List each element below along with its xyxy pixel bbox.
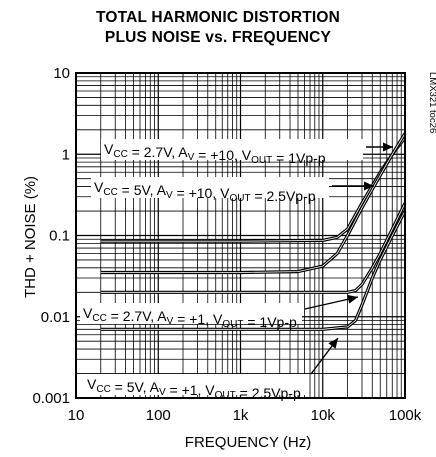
label-subscript: V: [166, 190, 173, 201]
series-label-bg: [80, 303, 302, 324]
annotation-arrow-head: [347, 294, 358, 304]
label-subscript: CC: [92, 313, 106, 324]
label-subscript: V: [188, 152, 195, 163]
chart-title: TOTAL HARMONIC DISTORTION: [95, 9, 341, 26]
label-text: = +1, V: [173, 311, 223, 327]
plot-border: [75, 72, 406, 399]
label-subscript: OUT: [229, 193, 250, 204]
label-subscript: V: [159, 387, 166, 398]
label-text: = +10, V: [173, 185, 230, 201]
label-subscript: V: [167, 316, 174, 327]
annotation-arrow-head: [364, 181, 374, 191]
chart-subtitle: PLUS NOISE vs. FREQUENCY: [104, 29, 332, 46]
tick-labels: 10 100 1k 10k 100k 10 1 0.1 0.01 0.001: [32, 65, 421, 424]
label-text: = 2.5Vp-p: [251, 188, 316, 204]
series-lines: [100, 132, 407, 331]
label-subscript: CC: [96, 384, 110, 395]
label-text: = 2.7V, A: [128, 144, 188, 160]
x-axis-label: FREQUENCY (Hz): [185, 434, 311, 451]
label-text: = 1Vp-p: [243, 314, 297, 330]
series-label-4: VCC = 5V, AV = +1, VOUT = 2.5Vp-p: [87, 376, 301, 401]
label-text: V: [94, 179, 104, 195]
x-tick-label: 10: [68, 407, 85, 424]
label-text: = 1Vp-p: [272, 150, 326, 166]
series-label-3: VCC = 2.7V, AV = +1, VOUT = 1Vp-p: [83, 305, 297, 330]
plot-frame: [75, 72, 406, 399]
y-tick-label: 0.1: [49, 228, 70, 245]
y-tick-label: 0.01: [41, 309, 70, 326]
series-line-highlight-2: [100, 133, 406, 273]
watermark-text: LMX321 toc26: [427, 72, 436, 133]
y-tick-label: 0.001: [32, 390, 70, 407]
label-text: V: [83, 305, 93, 321]
label-text: V: [87, 376, 97, 392]
series-label-bg: [91, 177, 329, 198]
series-label-bg: [84, 374, 306, 395]
label-text: = 2.7V, A: [107, 308, 167, 324]
x-tick-label: 100: [146, 407, 171, 424]
annotation-arrow-head: [383, 142, 393, 152]
label-text: = +1, V: [166, 382, 216, 398]
y-axis-label: THD + NOISE (%): [22, 176, 39, 298]
series-line-highlight-4: [100, 210, 406, 330]
series-label-bg: [101, 139, 363, 160]
label-text: = 2.5Vp-p: [236, 385, 301, 401]
series-label-1: VCC = 2.7V, AV = +10, VOUT = 1Vp-p: [104, 141, 326, 166]
label-subscript: OUT: [215, 390, 236, 401]
series-label-2: VCC = 5V, AV = +10, VOUT = 2.5Vp-p: [94, 179, 316, 204]
series-line-highlight-3: [100, 203, 406, 293]
x-tick-label: 100k: [389, 407, 422, 424]
annotation-arrow-head: [328, 338, 338, 349]
label-text: = 5V, A: [111, 379, 160, 395]
x-tick-label: 10k: [311, 407, 336, 424]
label-subscript: CC: [113, 149, 127, 160]
label-text: = 5V, A: [118, 182, 167, 198]
label-subscript: OUT: [251, 155, 272, 166]
x-tick-label: 1k: [233, 407, 249, 424]
label-subscript: CC: [103, 187, 117, 198]
grid: [76, 73, 405, 399]
y-tick-label: 10: [53, 65, 70, 82]
label-text: = +10, V: [194, 147, 251, 163]
y-tick-label: 1: [62, 146, 70, 163]
label-subscript: OUT: [222, 319, 243, 330]
label-text: V: [104, 141, 114, 157]
